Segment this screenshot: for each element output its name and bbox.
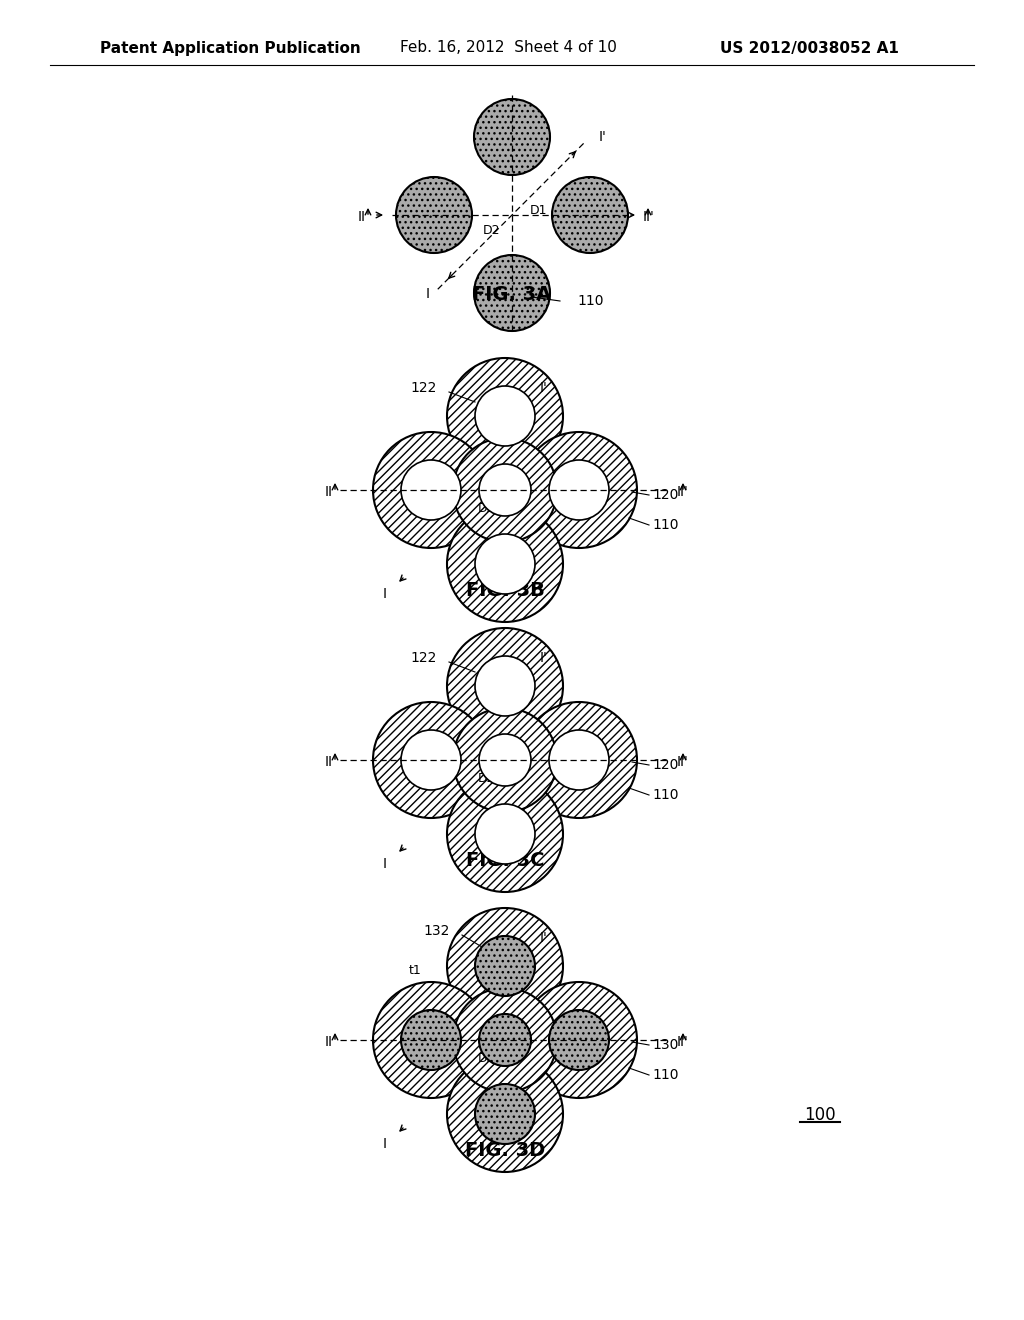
Text: II: II [325, 484, 333, 499]
Ellipse shape [475, 535, 535, 594]
Text: FIG. 3C: FIG. 3C [466, 850, 544, 870]
Text: II: II [325, 1035, 333, 1049]
Ellipse shape [373, 432, 489, 548]
Text: I': I' [540, 651, 548, 665]
Ellipse shape [401, 730, 461, 789]
Text: t1: t1 [409, 965, 421, 978]
Text: I': I' [540, 931, 548, 945]
Ellipse shape [447, 358, 563, 474]
Ellipse shape [447, 776, 563, 892]
Text: Feb. 16, 2012  Sheet 4 of 10: Feb. 16, 2012 Sheet 4 of 10 [400, 41, 616, 55]
Ellipse shape [453, 708, 557, 812]
Text: I: I [383, 1137, 387, 1151]
Text: FIG. 3A: FIG. 3A [472, 285, 552, 305]
Text: 120: 120 [652, 758, 678, 772]
Text: II': II' [643, 210, 655, 224]
Text: 100: 100 [804, 1106, 836, 1125]
Text: D1: D1 [530, 205, 548, 218]
Text: I: I [383, 587, 387, 601]
Ellipse shape [479, 734, 531, 785]
Text: FIG. 3D: FIG. 3D [465, 1140, 545, 1159]
Text: I: I [426, 288, 430, 301]
Text: 130: 130 [652, 1038, 678, 1052]
Ellipse shape [475, 1084, 535, 1144]
Text: I: I [383, 857, 387, 871]
Text: D2: D2 [477, 502, 495, 515]
Ellipse shape [401, 1010, 461, 1071]
Text: D1: D1 [515, 750, 530, 760]
Ellipse shape [453, 438, 557, 543]
Ellipse shape [373, 982, 489, 1098]
Text: 122: 122 [411, 651, 437, 665]
Ellipse shape [447, 908, 563, 1024]
Ellipse shape [453, 987, 557, 1092]
Ellipse shape [373, 702, 489, 818]
Text: II': II' [677, 755, 689, 770]
Text: D1: D1 [515, 1030, 530, 1040]
Ellipse shape [475, 804, 535, 865]
Text: 110: 110 [652, 788, 679, 803]
Text: FIG. 3B: FIG. 3B [466, 581, 545, 599]
Ellipse shape [475, 656, 535, 715]
Ellipse shape [552, 177, 628, 253]
Text: II': II' [677, 484, 689, 499]
Ellipse shape [396, 177, 472, 253]
Ellipse shape [447, 506, 563, 622]
Text: D2: D2 [482, 223, 500, 236]
Ellipse shape [521, 432, 637, 548]
Text: US 2012/0038052 A1: US 2012/0038052 A1 [720, 41, 899, 55]
Text: Patent Application Publication: Patent Application Publication [100, 41, 360, 55]
Text: I': I' [598, 129, 606, 144]
Ellipse shape [479, 465, 531, 516]
Text: D2: D2 [477, 1052, 495, 1064]
Text: 110: 110 [577, 294, 603, 308]
Text: 122: 122 [411, 381, 437, 395]
Text: 120: 120 [652, 488, 678, 502]
Ellipse shape [549, 730, 609, 789]
Text: II': II' [677, 1035, 689, 1049]
Text: 110: 110 [652, 1068, 679, 1082]
Ellipse shape [447, 1056, 563, 1172]
Ellipse shape [474, 255, 550, 331]
Text: D1: D1 [515, 480, 530, 490]
Ellipse shape [475, 936, 535, 997]
Text: 110: 110 [652, 517, 679, 532]
Ellipse shape [474, 99, 550, 176]
Text: I': I' [540, 381, 548, 395]
Ellipse shape [521, 702, 637, 818]
Text: II: II [358, 210, 366, 224]
Ellipse shape [401, 459, 461, 520]
Ellipse shape [549, 459, 609, 520]
Ellipse shape [549, 1010, 609, 1071]
Text: D2: D2 [477, 771, 495, 784]
Ellipse shape [521, 982, 637, 1098]
Ellipse shape [475, 385, 535, 446]
Ellipse shape [479, 1014, 531, 1067]
Ellipse shape [447, 628, 563, 744]
Text: 132: 132 [424, 924, 450, 939]
Text: II: II [325, 755, 333, 770]
